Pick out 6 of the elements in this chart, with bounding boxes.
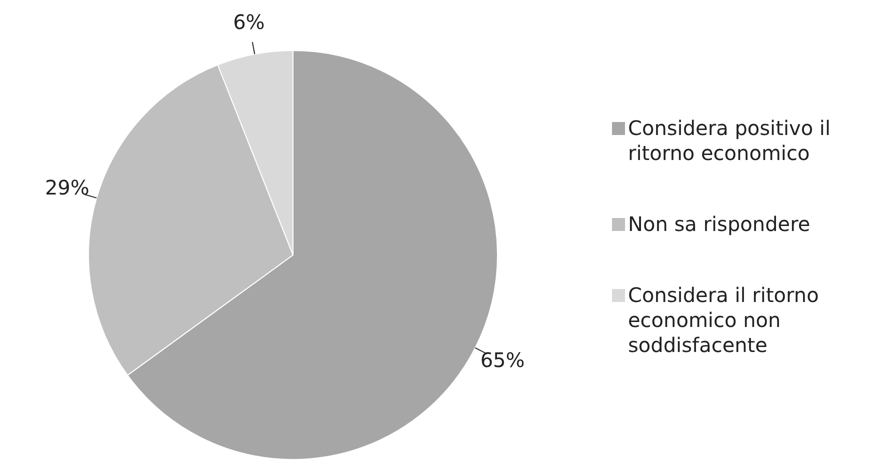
- legend-label: Considera positivo il ritorno economico: [628, 116, 832, 166]
- data-label: 29%: [44, 176, 90, 200]
- legend-label: Considera il ritorno economico non soddisfacente: [628, 282, 820, 358]
- legend-label: Non sa rispondere: [628, 212, 810, 236]
- data-label: 65%: [480, 348, 525, 372]
- data-label: 6%: [233, 10, 265, 34]
